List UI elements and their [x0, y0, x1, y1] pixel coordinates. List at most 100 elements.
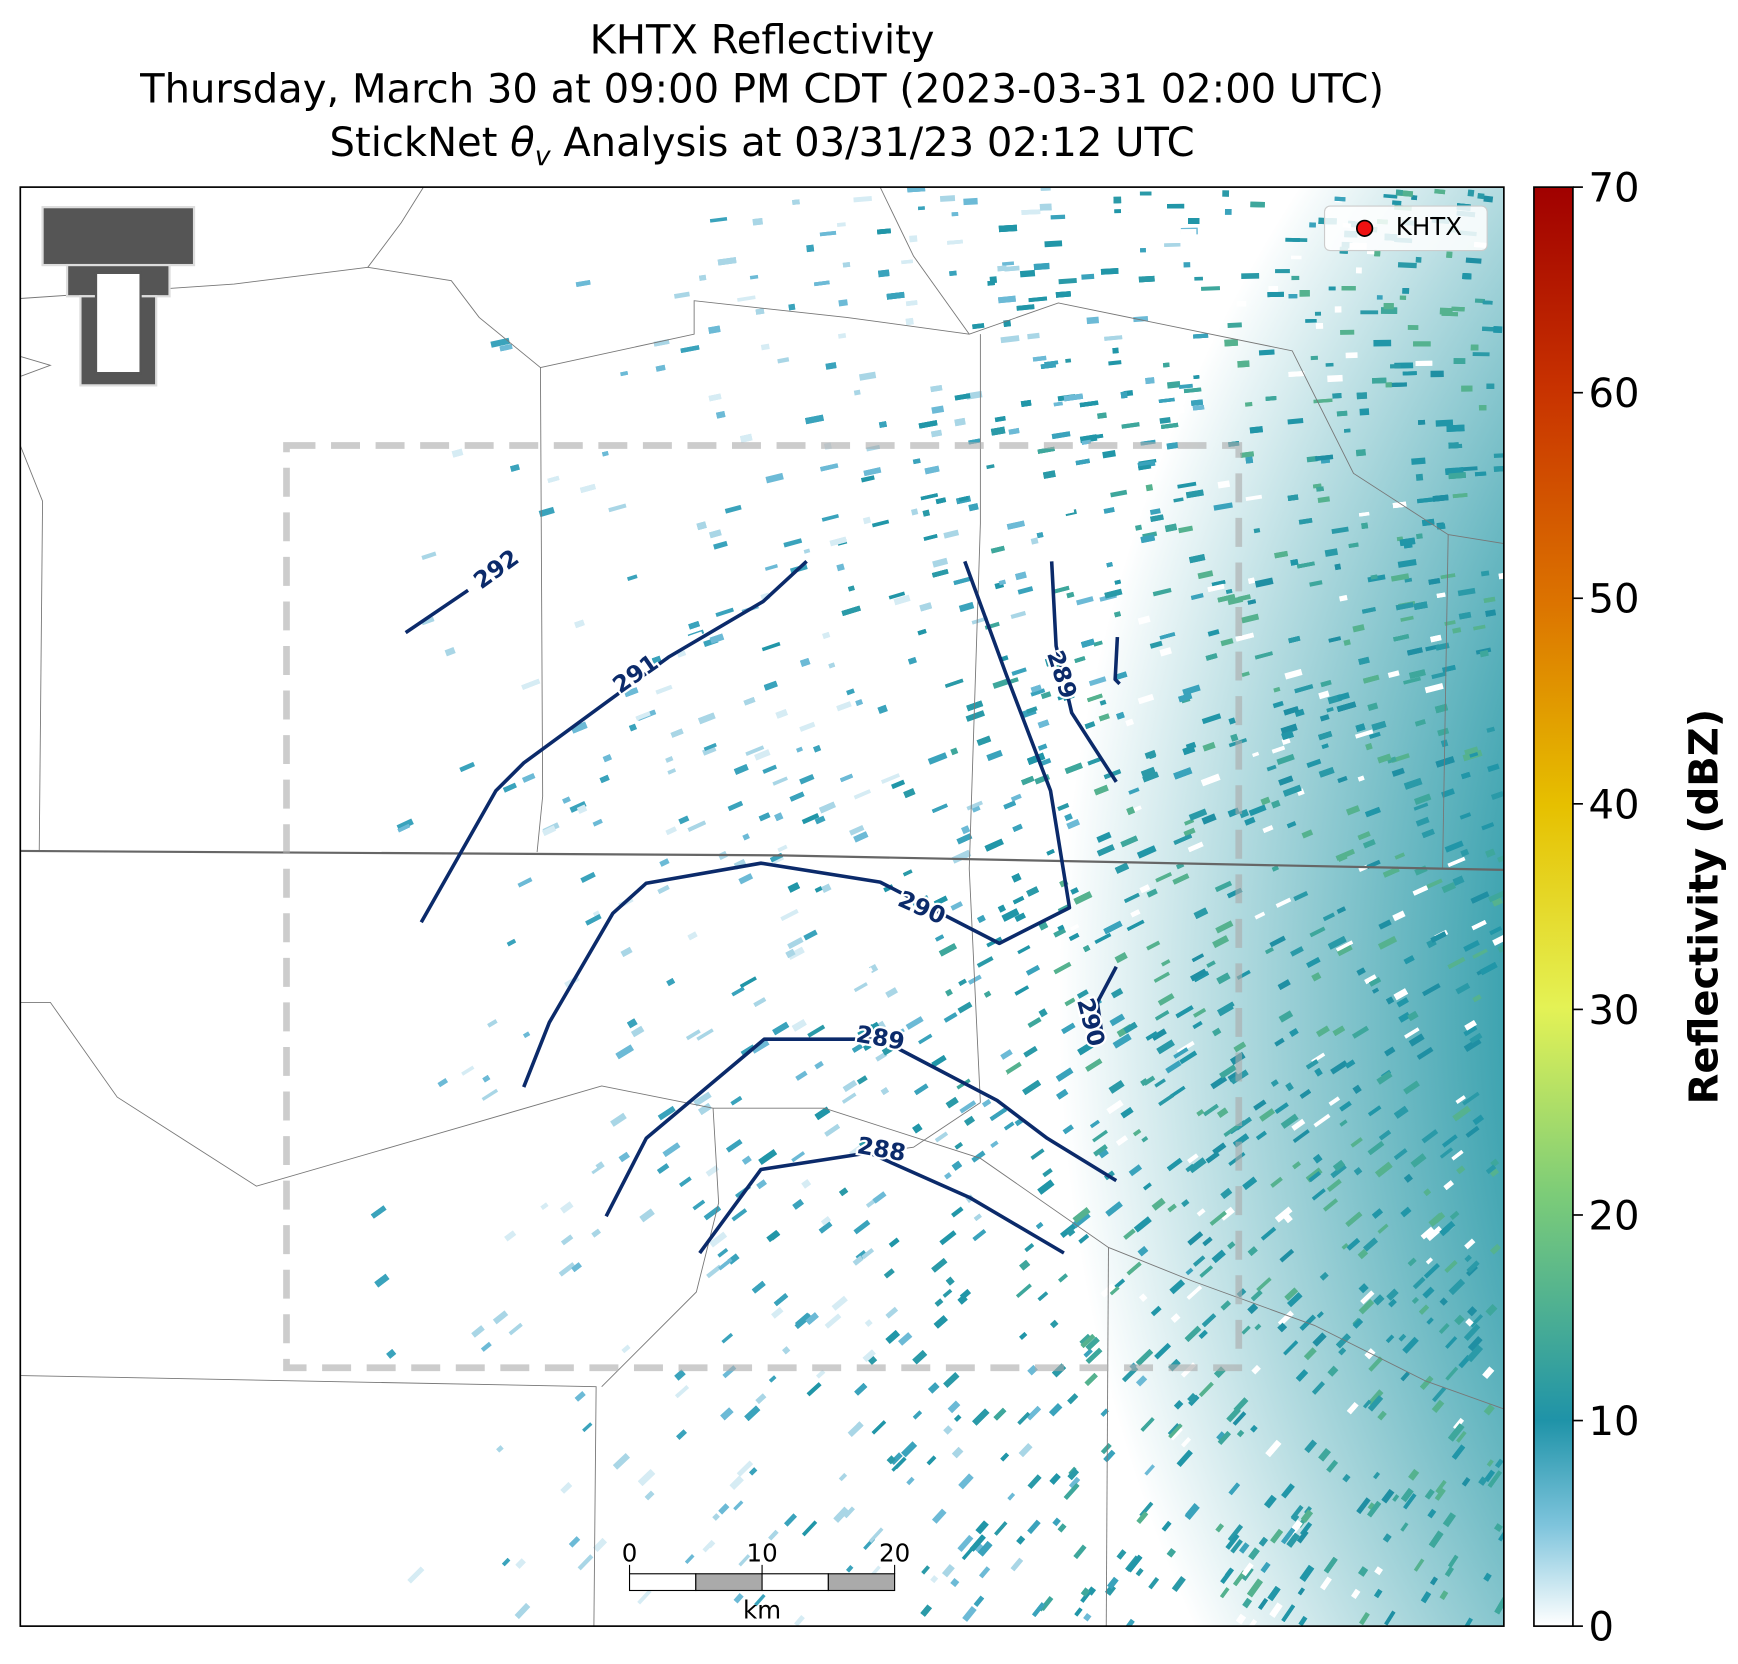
echo — [1104, 588, 1123, 599]
echo — [1082, 944, 1091, 953]
echo — [589, 1161, 605, 1175]
echo — [1433, 1211, 1446, 1224]
echo — [1218, 1005, 1234, 1017]
echo — [1278, 775, 1294, 786]
echo — [1268, 286, 1279, 292]
echo — [1384, 1046, 1396, 1057]
echo — [1227, 1524, 1243, 1542]
echo — [1140, 1078, 1149, 1087]
echo — [1392, 910, 1406, 922]
echo — [1210, 1075, 1228, 1090]
echo — [863, 467, 882, 477]
echo — [1090, 1119, 1100, 1129]
echo — [1430, 931, 1447, 943]
echo — [1052, 1489, 1065, 1502]
echo — [1053, 401, 1063, 407]
echo — [1368, 1356, 1384, 1372]
echo — [1033, 262, 1050, 271]
echo — [1445, 1336, 1458, 1349]
echo — [1416, 533, 1423, 540]
echo — [1464, 1020, 1477, 1031]
echo — [860, 475, 875, 483]
echo — [1026, 706, 1038, 714]
echo — [1081, 1594, 1095, 1610]
echo — [1435, 419, 1454, 427]
echo — [1150, 514, 1164, 522]
echo — [1058, 1273, 1068, 1283]
logo — [41, 206, 196, 387]
echo — [1224, 339, 1239, 347]
echo — [1449, 1210, 1460, 1220]
echo — [671, 1344, 680, 1353]
echo — [918, 206, 925, 211]
echo — [1354, 729, 1374, 739]
echo — [751, 1039, 770, 1054]
echo — [934, 1298, 944, 1307]
echo — [694, 827, 710, 838]
echo — [1254, 1323, 1262, 1331]
echo — [1217, 1431, 1231, 1445]
echo — [1361, 522, 1369, 530]
echo — [1143, 1182, 1152, 1191]
echo — [1469, 752, 1479, 758]
echo — [1057, 924, 1065, 932]
echo — [703, 743, 717, 752]
echo — [1407, 325, 1419, 330]
echo — [1038, 1595, 1054, 1613]
echo — [482, 1074, 491, 1083]
echo — [1037, 743, 1048, 751]
echo — [1479, 650, 1489, 658]
echo — [1369, 977, 1382, 987]
echo — [1010, 1557, 1024, 1572]
echo — [674, 384, 682, 391]
echo — [1153, 971, 1170, 983]
echo — [1172, 873, 1190, 885]
echo — [1387, 670, 1400, 678]
echo — [688, 631, 703, 641]
echo — [841, 1092, 857, 1104]
echo — [1061, 1022, 1076, 1034]
echo — [1418, 1304, 1430, 1315]
echo — [1359, 408, 1370, 416]
echo — [717, 1247, 729, 1258]
echo — [1315, 1025, 1330, 1038]
echo — [628, 723, 637, 732]
echo — [397, 823, 411, 833]
echo — [975, 1520, 989, 1535]
echo — [1464, 746, 1479, 755]
county-line — [879, 187, 970, 335]
echo — [990, 426, 1006, 436]
echo — [1212, 935, 1230, 949]
echo — [1053, 585, 1070, 594]
echo — [615, 1044, 634, 1060]
echo — [481, 1088, 499, 1101]
echo — [1408, 1033, 1425, 1047]
echo — [1140, 766, 1156, 778]
echo — [1168, 1423, 1183, 1439]
echo — [704, 576, 716, 583]
echo — [824, 1123, 841, 1137]
colorbar-tick-label: 70 — [1589, 166, 1640, 212]
echo — [993, 1316, 1002, 1325]
echo — [374, 1345, 389, 1359]
echo — [794, 1615, 805, 1627]
echo — [986, 749, 1003, 762]
echo — [1164, 243, 1181, 247]
echo — [715, 411, 726, 419]
echo — [1406, 647, 1423, 656]
echo — [1173, 1400, 1184, 1410]
scale-tick-label: 20 — [879, 1539, 910, 1568]
echo — [1233, 1570, 1247, 1587]
echo — [1178, 693, 1193, 703]
echo — [1036, 532, 1044, 539]
echo — [931, 1257, 948, 1273]
echo — [775, 1182, 789, 1194]
echo — [752, 1487, 760, 1496]
echo — [1487, 1470, 1502, 1488]
echo — [1205, 653, 1218, 661]
echo — [1076, 596, 1094, 606]
echo — [1046, 848, 1055, 856]
echo — [1441, 881, 1456, 894]
echo — [770, 1231, 781, 1241]
echo — [944, 1172, 952, 1180]
